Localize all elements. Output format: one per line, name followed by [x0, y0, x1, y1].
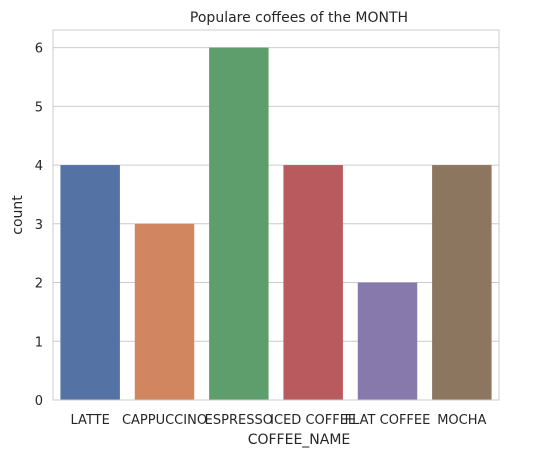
y-tick-label: 5	[35, 100, 43, 115]
y-tick-labels: 0 1 2 3 4 5 6	[35, 42, 43, 409]
bar-iced-coffee	[283, 165, 343, 400]
plot-frame	[52, 29, 500, 401]
bar-latte	[60, 165, 120, 400]
bar-espresso	[209, 47, 269, 400]
y-tick-label: 1	[35, 335, 43, 350]
bar-cappuccino	[134, 223, 195, 400]
y-tick-label: 2	[35, 277, 43, 292]
x-tick-label: CAPPUCCINO	[122, 413, 207, 428]
y-tick-label: 6	[35, 42, 43, 57]
y-tick-label: 0	[35, 394, 43, 409]
gridlines	[53, 47, 499, 401]
chart-title: Populare coffees of the MONTH	[190, 10, 408, 26]
y-tick-label: 4	[35, 159, 43, 174]
bars	[60, 47, 492, 400]
y-tick-label: 3	[35, 218, 43, 233]
x-tick-label: LATTE	[71, 413, 110, 428]
x-tick-label: MOCHA	[437, 413, 486, 428]
x-tick-label: ESPRESSO	[205, 413, 273, 428]
x-axis-label: COFFEE_NAME	[248, 432, 351, 448]
bar-flat-coffee	[357, 282, 418, 400]
bar-mocha	[432, 165, 492, 400]
x-tick-label: FLAT COFFEE	[345, 413, 431, 428]
y-axis-label: count	[10, 195, 26, 235]
x-tick-label: ICED COFFEE	[270, 413, 356, 428]
